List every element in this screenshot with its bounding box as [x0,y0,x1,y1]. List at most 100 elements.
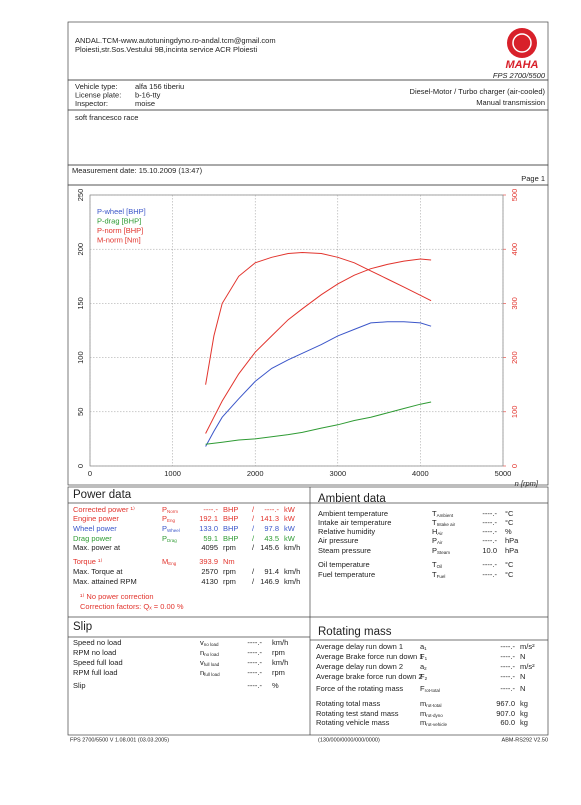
row-value: ----.- [247,658,262,667]
symbol: T [432,560,437,569]
symbol-subscript: no load [204,642,219,647]
row-unit: km/h [284,543,300,552]
row-value: 91.4 [264,567,279,576]
row-symbol: nno load [200,648,219,657]
symbol-subscript: Wheel [167,528,180,533]
row-unit: kg [520,699,528,708]
symbol: F [420,652,425,661]
row-symbol: TIntake air [432,518,456,527]
row-unit: rpm [223,577,236,586]
y2-tick-label: 300 [510,297,519,310]
footer-code: (130/000/0000/000/0000) [318,737,380,743]
row-symbol: F1 [420,652,428,661]
symbol-subscript: 2 [425,676,428,681]
row-label: RPM no load [73,648,116,657]
symbol-subscript: full load [204,662,220,667]
row-label: Air pressure [318,536,358,545]
row-label: Fuel temperature [318,570,375,579]
row-separator: / [252,534,255,543]
row-value: ----.- [264,505,279,514]
symbol-subscript: 1 [425,656,428,661]
symbol-subscript: full load [204,672,220,677]
row-unit: N [520,684,525,693]
row-unit: hPa [505,546,519,555]
row-value: ----.- [482,560,497,569]
row-value: ----.- [500,672,515,681]
symbol: m [420,709,426,718]
symbol: M [162,557,168,566]
symbol-subscript: rot-total [425,688,440,693]
row-label: Intake air temperature [318,518,391,527]
row-symbol: mrot-dyno [420,709,443,718]
legend-entry: P-norm [BHP] [97,226,143,235]
y-tick-label: 150 [76,297,85,310]
y2-tick-label: 200 [510,351,519,364]
y2-tick-label: 100 [510,406,519,419]
row-unit: rpm [272,668,285,677]
correction: Correction factors: Qₓ = 0.00 % [80,602,184,611]
row-value: ----.- [247,638,262,647]
row-unit: N [520,672,525,681]
symbol: m [420,699,426,708]
footnote: ¹⁾ No power correction [80,592,154,601]
row-value: 10.0 [482,546,497,555]
x-tick-label: 5000 [495,469,512,478]
row-unit: km/h [272,638,288,647]
row-label: Average Brake force run down 1 [316,652,423,661]
row-symbol: vfull load [200,658,220,667]
row-symbol: PAir [432,536,443,545]
symbol: P [432,536,437,545]
series-line [205,251,432,385]
symbol: T [432,509,437,518]
row-label: RPM full load [73,668,118,677]
row-unit: Nm [223,557,235,566]
symbol-subscript: Oil [437,564,443,569]
logo-mark [512,33,532,53]
row-value: ----.- [500,662,515,671]
row-unit: BHP [223,505,238,514]
row-symbol: PEng [162,514,176,523]
row-label: Rotating total mass [316,699,380,708]
row-symbol: nfull load [200,668,220,677]
row-label: Steam pressure [318,546,371,555]
section-title: Power data [73,489,132,501]
row-value: 4130 [201,577,218,586]
row-unit: rpm [272,648,285,657]
row-value: 97.8 [264,524,279,533]
y-tick-label: 200 [76,243,85,256]
row-label: Max. attained RPM [73,577,137,586]
row-symbol: MEng [162,557,177,566]
field-value: alfa 156 tiberiu [135,82,184,91]
field-label: License plate: [75,90,121,99]
row-separator: / [252,505,255,514]
x-tick-label: 4000 [412,469,429,478]
row-label: Force of the rotating mass [316,684,403,693]
row-unit: kW [284,505,296,514]
symbol: v [200,658,204,667]
x-tick-label: 1000 [164,469,181,478]
row-value: 43.5 [264,534,279,543]
row-label: Average delay run down 2 [316,662,403,671]
symbol-subscript: Drag [167,538,177,543]
row-symbol: PWheel [162,524,180,533]
field-value: moise [135,99,155,108]
row-unit: hPa [505,536,519,545]
series-line [205,401,432,445]
row-label: Drag power [73,534,112,543]
symbol-subscript: no load [204,652,219,657]
row-value: ----.- [482,527,497,536]
row-value: 145.6 [260,543,279,552]
symbol: n [200,668,204,677]
row-value: 133.0 [199,524,218,533]
row-label: Ambient temperature [318,509,388,518]
row-label: Slip [73,681,86,690]
row-unit: BHP [223,514,238,523]
symbol-subscript: Fuel [437,574,446,579]
row-label: Average delay run down 1 [316,642,403,651]
row-unit: m/s² [520,662,535,671]
symbol-subscript: Air [437,531,443,536]
row-value: ----.- [500,652,515,661]
symbol: P [162,505,167,514]
row-label: Oil temperature [318,560,370,569]
